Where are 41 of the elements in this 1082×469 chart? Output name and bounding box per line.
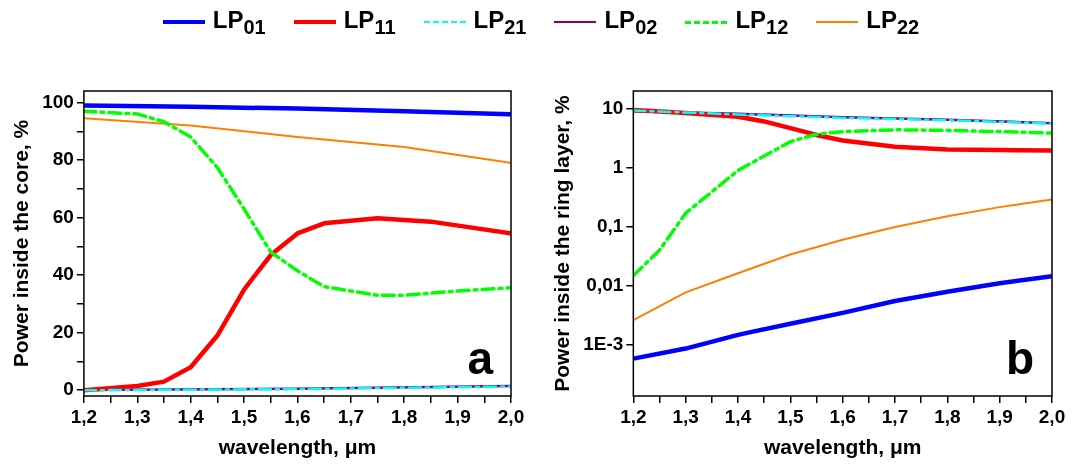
x-tick-label: 1,5 — [777, 405, 804, 427]
x-tick-label: 1,4 — [177, 405, 205, 427]
x-tick-label: 1,2 — [70, 405, 98, 427]
x-tick-label: 1,9 — [444, 405, 471, 427]
legend-label: LP$_{21}$ — [473, 6, 527, 39]
y-tick-label: 20 — [52, 320, 74, 342]
y-tick-label: 80 — [52, 148, 74, 170]
y-axis-title: Power inside the ring layer, % — [550, 94, 574, 392]
x-tick-label: 1,8 — [391, 405, 418, 427]
y-axis-title: Power inside the core, % — [9, 119, 33, 368]
legend-label: LP$_{02}$ — [604, 6, 658, 39]
y-tick-label: 10 — [602, 96, 624, 118]
x-tick-label: 2,0 — [497, 405, 525, 427]
x-tick-label: 1,7 — [881, 405, 909, 427]
annotation: a — [467, 331, 494, 384]
x-tick-label: 1,5 — [230, 405, 258, 427]
y-tick-label: 0,01 — [586, 273, 624, 295]
x-tick-label: 2,0 — [1038, 405, 1066, 427]
x-tick-label: 1,3 — [124, 405, 151, 427]
x-tick-label: 1,6 — [284, 405, 311, 427]
y-tick-label: 1E-3 — [583, 332, 624, 354]
y-tick-label: 100 — [42, 90, 74, 112]
x-tick-label: 1,8 — [934, 405, 961, 427]
x-tick-label: 1,3 — [672, 405, 699, 427]
x-tick-label: 1,9 — [986, 405, 1013, 427]
legend-label: LP$_{22}$ — [866, 6, 920, 39]
y-tick-label: 1 — [612, 155, 624, 177]
y-tick-label: 0 — [63, 378, 74, 400]
x-tick-label: 1,4 — [724, 405, 752, 427]
y-tick-label: 60 — [52, 205, 74, 227]
x-tick-label: 1,2 — [620, 405, 647, 427]
y-tick-label: 40 — [52, 263, 74, 285]
y-tick-label: 0,1 — [596, 214, 624, 236]
legend-label: LP$_{12}$ — [735, 6, 789, 39]
legend-label: LP$_{11}$ — [343, 6, 396, 39]
legend-label: LP$_{01}$ — [212, 6, 266, 39]
x-axis-title: wavelength, μm — [762, 435, 922, 459]
x-tick-label: 1,7 — [337, 405, 365, 427]
x-axis-title: wavelength, μm — [217, 435, 377, 459]
annotation: b — [1005, 331, 1034, 384]
x-tick-label: 1,6 — [829, 405, 856, 427]
